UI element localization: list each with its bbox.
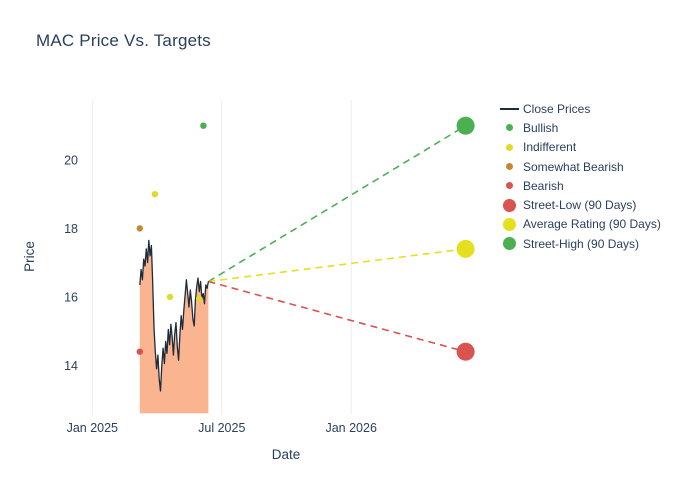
y-tick-label: 18 xyxy=(64,222,78,236)
y-axis-title: Price xyxy=(21,241,37,272)
rating-dot-indifferent xyxy=(151,191,159,198)
big-dot-swatch-icon xyxy=(503,237,516,251)
target-line-street_low xyxy=(208,280,466,353)
bullish-marker-icon xyxy=(496,124,523,132)
rating-dot-indifferent xyxy=(195,295,203,302)
dot-swatch-icon xyxy=(506,143,513,151)
y-tick-label: 20 xyxy=(64,153,78,167)
legend-label: Close Prices xyxy=(523,101,591,116)
dot-swatch-icon xyxy=(506,182,513,190)
legend-item-street-low[interactable]: Street-Low (90 Days) xyxy=(496,195,661,214)
legend-label: Somewhat Bearish xyxy=(523,159,624,174)
legend: Close Prices Bullish Indifferent Somewha… xyxy=(496,99,661,253)
x-tick-label: Jul 2025 xyxy=(198,421,245,435)
dot-swatch-icon xyxy=(506,124,513,132)
indifferent-marker-icon xyxy=(496,143,523,151)
target-marker-average_rating xyxy=(456,239,475,258)
target-line-street_high xyxy=(207,125,467,283)
legend-label: Bullish xyxy=(523,120,559,135)
rating-dot-bullish xyxy=(200,122,207,129)
y-tick-label: 14 xyxy=(64,359,78,373)
legend-item-average-rating[interactable]: Average Rating (90 Days) xyxy=(496,215,661,234)
close-price-area xyxy=(139,240,209,414)
legend-item-bearish[interactable]: Bearish xyxy=(496,176,661,195)
legend-item-street-high[interactable]: Street-High (90 Days) xyxy=(496,234,661,253)
legend-label: Street-Low (90 Days) xyxy=(523,198,637,213)
bearish-marker-icon xyxy=(496,182,523,190)
legend-item-indifferent[interactable]: Indifferent xyxy=(496,138,661,157)
close-prices-marker-icon xyxy=(496,107,523,110)
street-low-marker-icon xyxy=(496,198,523,212)
legend-item-close-prices[interactable]: Close Prices xyxy=(496,99,661,118)
x-tick-label: Jan 2025 xyxy=(67,421,118,435)
x-tick-label: Jan 2026 xyxy=(325,421,376,435)
target-marker-street_low xyxy=(456,342,475,361)
big-dot-swatch-icon xyxy=(503,198,516,212)
legend-label: Average Rating (90 Days) xyxy=(523,217,661,232)
legend-label: Bearish xyxy=(523,178,564,193)
legend-item-somewhat-bearish[interactable]: Somewhat Bearish xyxy=(496,157,661,176)
big-dot-swatch-icon xyxy=(503,217,516,231)
legend-item-bullish[interactable]: Bullish xyxy=(496,118,661,137)
rating-dot-bearish xyxy=(136,348,143,355)
chart-title: MAC Price Vs. Targets xyxy=(36,31,211,50)
line-swatch-icon xyxy=(500,107,519,110)
average-rating-marker-icon xyxy=(496,217,523,231)
target-line-average_rating xyxy=(208,248,466,283)
dot-swatch-icon xyxy=(506,163,513,171)
street-high-marker-icon xyxy=(496,237,523,251)
x-axis-title: Date xyxy=(271,447,301,462)
legend-label: Street-High (90 Days) xyxy=(523,236,640,251)
rating-dot-somewhat_bearish xyxy=(136,225,143,232)
rating-dot-indifferent xyxy=(166,293,174,301)
close-price-line xyxy=(139,239,210,392)
y-tick-label: 16 xyxy=(64,290,78,304)
legend-label: Indifferent xyxy=(523,140,577,155)
somewhat-bearish-marker-icon xyxy=(496,163,523,171)
target-marker-street_high xyxy=(456,116,475,135)
